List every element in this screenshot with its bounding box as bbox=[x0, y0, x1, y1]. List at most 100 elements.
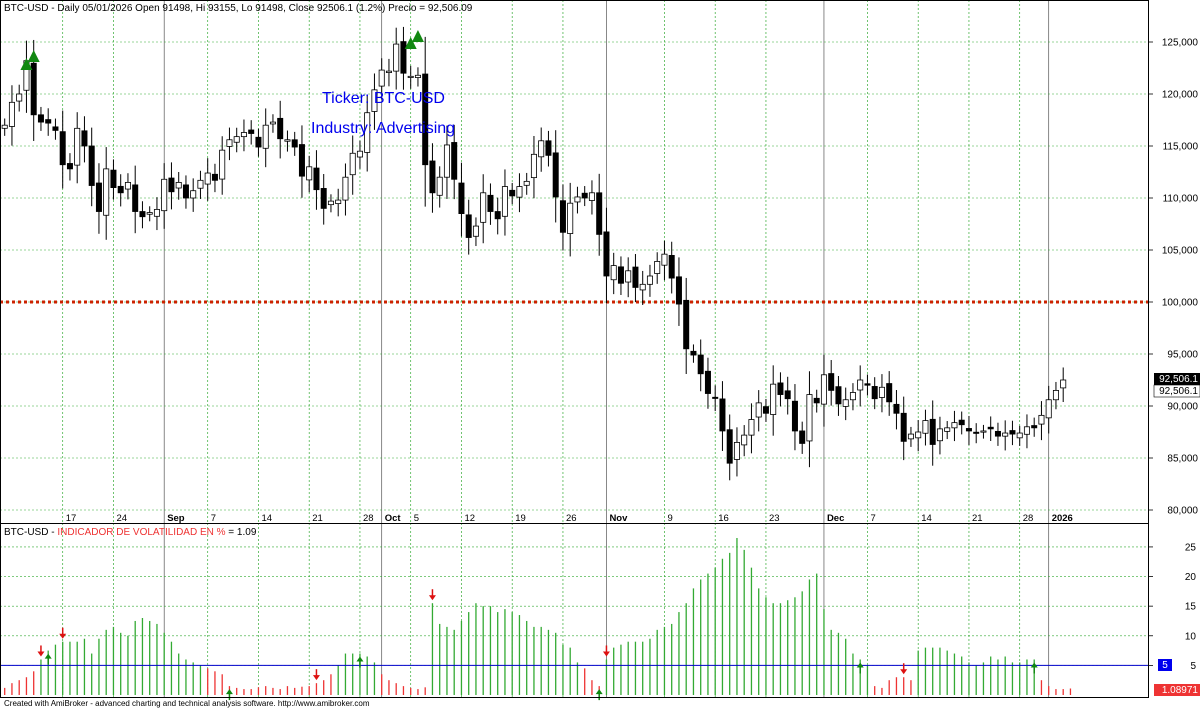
candle-body bbox=[277, 117, 284, 140]
indicator-tick-label: 10 bbox=[1185, 631, 1197, 642]
x-tick-label: 28 bbox=[363, 513, 374, 524]
candle-body bbox=[530, 153, 537, 179]
candle-body bbox=[683, 299, 690, 350]
candle-body bbox=[951, 422, 958, 429]
candle-body bbox=[538, 140, 545, 158]
candle-body bbox=[1052, 389, 1059, 401]
y-tick-label: 85,000 bbox=[1167, 454, 1198, 465]
candle-body bbox=[944, 427, 951, 432]
candle-body bbox=[458, 182, 465, 215]
candle-body bbox=[878, 386, 885, 398]
threshold-badge bbox=[1158, 659, 1172, 671]
candle-body bbox=[1031, 425, 1038, 429]
candle-body bbox=[965, 428, 972, 432]
down-signal-arrow-head bbox=[312, 675, 320, 681]
candle-body bbox=[552, 152, 559, 198]
candle-body bbox=[146, 212, 153, 215]
chart-title: BTC-USD - Daily 05/01/2026 Open 91498, H… bbox=[4, 3, 473, 14]
candle-body bbox=[857, 379, 864, 391]
candle-body bbox=[233, 136, 240, 143]
candle-body bbox=[451, 142, 458, 180]
candle-body bbox=[1060, 379, 1067, 389]
candle-body bbox=[248, 129, 255, 134]
candle-body bbox=[74, 127, 81, 166]
candle-body bbox=[900, 412, 907, 442]
candle-body bbox=[88, 145, 95, 186]
candle-body bbox=[1, 124, 8, 129]
footer-credit: Created with AmiBroker - advanced charti… bbox=[4, 699, 370, 708]
x-tick-label: 17 bbox=[66, 513, 77, 524]
y-tick-label: 90,000 bbox=[1167, 402, 1198, 413]
candle-body bbox=[777, 382, 784, 395]
candle-body bbox=[16, 93, 23, 102]
candle-body bbox=[219, 149, 226, 180]
candle-body bbox=[958, 419, 965, 426]
candle-body bbox=[262, 124, 269, 149]
buy-signal-arrow bbox=[411, 30, 424, 42]
candle-body bbox=[327, 200, 334, 206]
candle-body bbox=[211, 173, 218, 181]
candle-body bbox=[429, 160, 436, 194]
candle-body bbox=[668, 255, 675, 279]
candle-body bbox=[443, 144, 450, 178]
date-axis: 17 24 Sep 7 14 21 28 Oct 5 12 19 26 Nov 9 16 23 Dec 7 14 21… bbox=[66, 513, 1073, 524]
candle-body bbox=[204, 172, 211, 185]
candle-body bbox=[690, 350, 697, 356]
candle-body bbox=[1038, 414, 1045, 425]
candle-body bbox=[741, 434, 748, 446]
candle-body bbox=[791, 400, 798, 432]
indicator-title: BTC-USD - INDICADOR DE VOLATILIDAD EN % … bbox=[4, 527, 257, 538]
candle-body bbox=[639, 283, 646, 291]
candle-body bbox=[139, 211, 146, 218]
candle-body bbox=[871, 386, 878, 400]
candle-body bbox=[472, 225, 479, 237]
x-tick-label: 21 bbox=[312, 513, 323, 524]
candle-body bbox=[886, 383, 893, 403]
x-tick-label: 24 bbox=[116, 513, 127, 524]
candle-body bbox=[849, 392, 856, 401]
x-tick-label: 14 bbox=[921, 513, 932, 524]
x-tick-label: 7 bbox=[870, 513, 875, 524]
x-tick-label: 28 bbox=[1023, 513, 1034, 524]
last-price-badge bbox=[1154, 373, 1200, 385]
candle-body bbox=[52, 126, 59, 131]
candle-body bbox=[298, 144, 305, 177]
candle-body bbox=[588, 192, 595, 201]
volatility-bars bbox=[0, 538, 1148, 695]
up-signal-arrow-head bbox=[44, 653, 52, 659]
candle-body bbox=[175, 181, 182, 189]
candle-body bbox=[190, 190, 197, 199]
close-price-badge bbox=[1153, 384, 1200, 398]
candle-body bbox=[523, 180, 530, 186]
candle-body bbox=[567, 202, 574, 234]
candle-body bbox=[153, 209, 160, 217]
candle-body bbox=[784, 390, 791, 400]
candle-body bbox=[291, 139, 298, 148]
threshold-badge-label: 5 bbox=[1162, 660, 1168, 671]
y-tick-label: 100,000 bbox=[1162, 298, 1199, 309]
candle-body bbox=[828, 373, 835, 391]
candle-body bbox=[799, 430, 806, 444]
indicator-tick-label: 20 bbox=[1185, 572, 1197, 583]
candle-body bbox=[393, 43, 400, 72]
buy-signal-arrow bbox=[20, 58, 33, 70]
candle-body bbox=[617, 266, 624, 284]
candle-body bbox=[95, 182, 102, 212]
candle-body bbox=[378, 69, 385, 87]
candle-body bbox=[335, 199, 342, 205]
candle-body bbox=[712, 396, 719, 399]
candle-body bbox=[820, 374, 827, 405]
candle-body bbox=[414, 74, 421, 78]
x-tick-label: 21 bbox=[972, 513, 983, 524]
candle-body bbox=[704, 370, 711, 394]
candle-body bbox=[509, 189, 516, 197]
candle-body bbox=[922, 420, 929, 434]
candle-body bbox=[581, 192, 588, 199]
candle-body bbox=[915, 431, 922, 439]
down-signal-arrow-head bbox=[37, 651, 45, 657]
indicator-value-badge-label: 1.08971 bbox=[1162, 685, 1199, 696]
candle-body bbox=[226, 139, 233, 147]
candle-body bbox=[356, 150, 363, 158]
y-tick-label: 110,000 bbox=[1163, 194, 1199, 205]
candle-body bbox=[835, 386, 842, 405]
